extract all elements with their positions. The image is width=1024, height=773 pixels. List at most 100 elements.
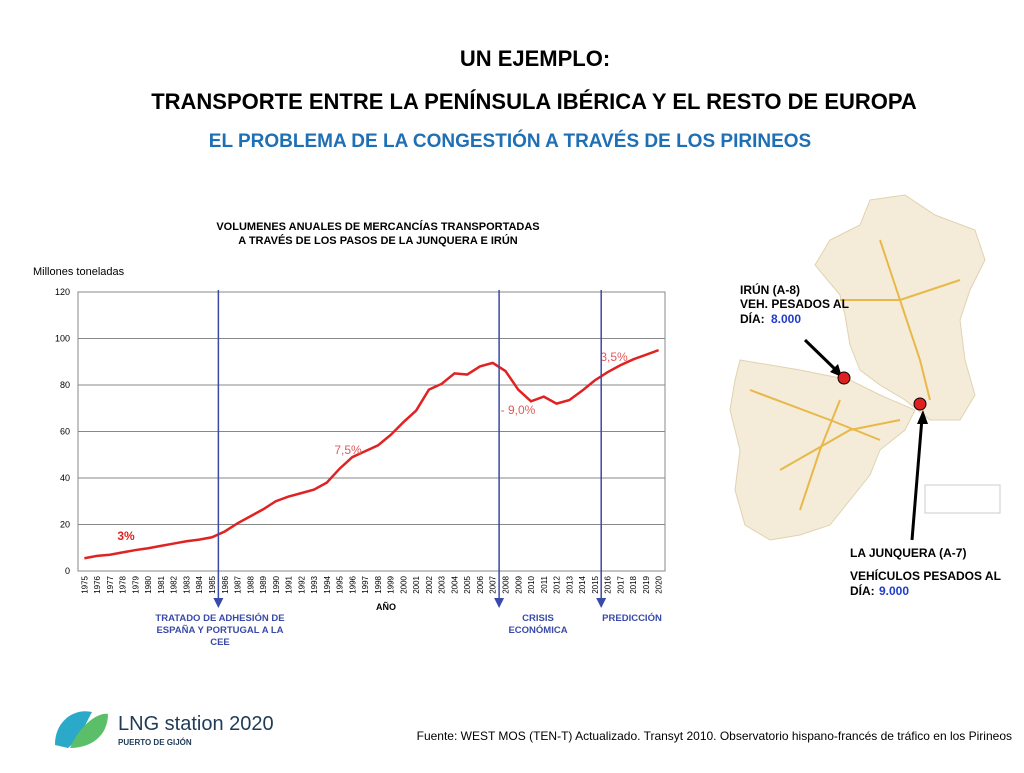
- x-tick-label: 2005: [463, 575, 472, 593]
- x-tick-label: 2000: [399, 575, 408, 593]
- x-tick-label: 2001: [412, 575, 421, 593]
- map-label: DÍA:: [740, 311, 765, 326]
- event-label: TRATADO DE ADHESIÓN DE: [155, 612, 284, 624]
- map-label: DÍA:: [850, 583, 875, 598]
- x-tick-label: 1980: [144, 575, 153, 593]
- y-tick-label: 120: [55, 287, 70, 297]
- x-tick-label: 1985: [208, 575, 217, 593]
- y-axis-label: Millones toneladas: [33, 266, 125, 278]
- arrow: [803, 338, 840, 374]
- event-arrow: [596, 598, 607, 608]
- map-value: 9.000: [879, 584, 909, 598]
- logo-icon: [70, 713, 108, 748]
- event-arrow: [213, 598, 224, 608]
- map-france: [814, 194, 986, 421]
- logo-text: LNG station 2020: [118, 713, 274, 735]
- logo-subtext: PUERTO DE GIJÓN: [118, 738, 192, 747]
- x-tick-label: 1979: [131, 575, 140, 593]
- x-tick-label: 1983: [182, 575, 191, 593]
- arrow: [910, 417, 924, 541]
- chart-title: A TRAVÉS DE LOS PASOS DE LA JUNQUERA E I…: [238, 234, 518, 247]
- map-label: LA JUNQUERA (A-7): [850, 546, 966, 560]
- x-tick-label: 1994: [323, 575, 332, 593]
- map-labels: IRÚN (A-8) VEH. PESADOS AL DÍA: 8.000 LA…: [740, 282, 1001, 598]
- annotation: 3%: [117, 529, 135, 543]
- chart-title: VOLUMENES ANUALES DE MERCANCÍAS TRANSPOR…: [216, 220, 539, 233]
- x-tick-label: 1975: [80, 575, 89, 593]
- map-label: VEHÍCULOS PESADOS AL: [850, 568, 1001, 583]
- x-tick-label: 1999: [387, 575, 396, 593]
- y-tick-label: 60: [60, 427, 70, 437]
- x-tick-label: 1989: [259, 575, 268, 593]
- x-tick-label: 1991: [285, 575, 294, 593]
- x-tick-label: 1997: [361, 575, 370, 593]
- x-tick-label: 1987: [234, 575, 243, 593]
- slide-title: UN EJEMPLO:: [460, 46, 610, 71]
- x-tick-label: 1984: [195, 575, 204, 593]
- x-tick-label: 2003: [438, 575, 447, 593]
- event-label: CEE: [210, 637, 230, 648]
- y-tick-label: 40: [60, 473, 70, 483]
- y-tick-label: 20: [60, 520, 70, 530]
- map-roads: [749, 239, 961, 511]
- event-label: ECONÓMICA: [508, 624, 567, 636]
- arrow-head: [917, 410, 928, 424]
- x-tick-label: 1976: [93, 575, 102, 593]
- slide-subtitle: TRANSPORTE ENTRE LA PENÍNSULA IBÉRICA Y …: [151, 89, 917, 114]
- data-line: [84, 348, 660, 560]
- x-tick-label: 2012: [553, 575, 562, 593]
- annotation: 3,5%: [600, 350, 628, 364]
- map-label: IRÚN (A-8): [740, 282, 800, 297]
- x-tick-label: 2019: [642, 575, 651, 593]
- x-tick-label: 2013: [565, 575, 574, 593]
- x-tick-label: 1982: [170, 575, 179, 593]
- x-tick-label: 2017: [616, 575, 625, 593]
- x-tick-label: 2007: [489, 575, 498, 593]
- map-value: 8.000: [771, 312, 801, 326]
- x-tick-label: 1990: [272, 575, 281, 593]
- x-tick-label: 2002: [425, 575, 434, 593]
- x-tick-label: 1986: [221, 575, 230, 593]
- x-tick-label: 1977: [106, 575, 115, 593]
- x-axis-label: AÑO: [376, 602, 396, 612]
- x-tick-label: 2010: [527, 575, 536, 593]
- annotation: 7,5%: [334, 443, 362, 457]
- x-tick-label: 1996: [348, 575, 357, 593]
- x-tick-label: 2018: [629, 575, 638, 593]
- x-tick-label: 2006: [476, 575, 485, 593]
- map-label: VEH. PESADOS AL: [740, 297, 849, 311]
- arrow-head: [830, 364, 842, 377]
- x-tick-label: 2014: [578, 575, 587, 593]
- x-tick-label: 1992: [297, 575, 306, 593]
- x-tick-label: 1981: [157, 575, 166, 593]
- y-tick-label: 100: [55, 334, 70, 344]
- slide-tagline: EL PROBLEMA DE LA CONGESTIÓN A TRAVÉS DE…: [209, 130, 811, 152]
- source: Fuente: WEST MOS (TEN-T) Actualizado. Tr…: [417, 729, 1012, 743]
- irun-marker: [837, 371, 851, 385]
- y-tick-label: 0: [65, 566, 70, 576]
- map-iberia: [729, 359, 916, 541]
- x-tick-label: 2016: [604, 575, 613, 593]
- x-tick-label: 2011: [540, 575, 549, 593]
- junquera-marker: [913, 397, 927, 411]
- logo: LNG station 2020 PUERTO DE GIJÓN: [55, 711, 274, 748]
- annotation: - 9,0%: [501, 403, 536, 417]
- event-label: ESPAÑA Y PORTUGAL A LA: [156, 625, 283, 636]
- event-label: CRISIS: [522, 613, 554, 624]
- x-tick-label: 2009: [514, 575, 523, 593]
- map: [729, 194, 1001, 541]
- x-tick-label: 1988: [246, 575, 255, 593]
- x-tick-label: 2015: [591, 575, 600, 593]
- map-legend: [924, 484, 1001, 514]
- x-tick-label: 2004: [450, 575, 459, 593]
- y-tick-label: 80: [60, 380, 70, 390]
- x-tick-label: 1995: [336, 575, 345, 593]
- x-tick-label: 2020: [655, 575, 664, 593]
- x-tick-label: 2008: [501, 575, 510, 593]
- logo-icon: [55, 711, 92, 748]
- event-arrow: [494, 598, 505, 608]
- x-tick-label: 1998: [374, 575, 383, 593]
- x-tick-label: 1993: [310, 575, 319, 593]
